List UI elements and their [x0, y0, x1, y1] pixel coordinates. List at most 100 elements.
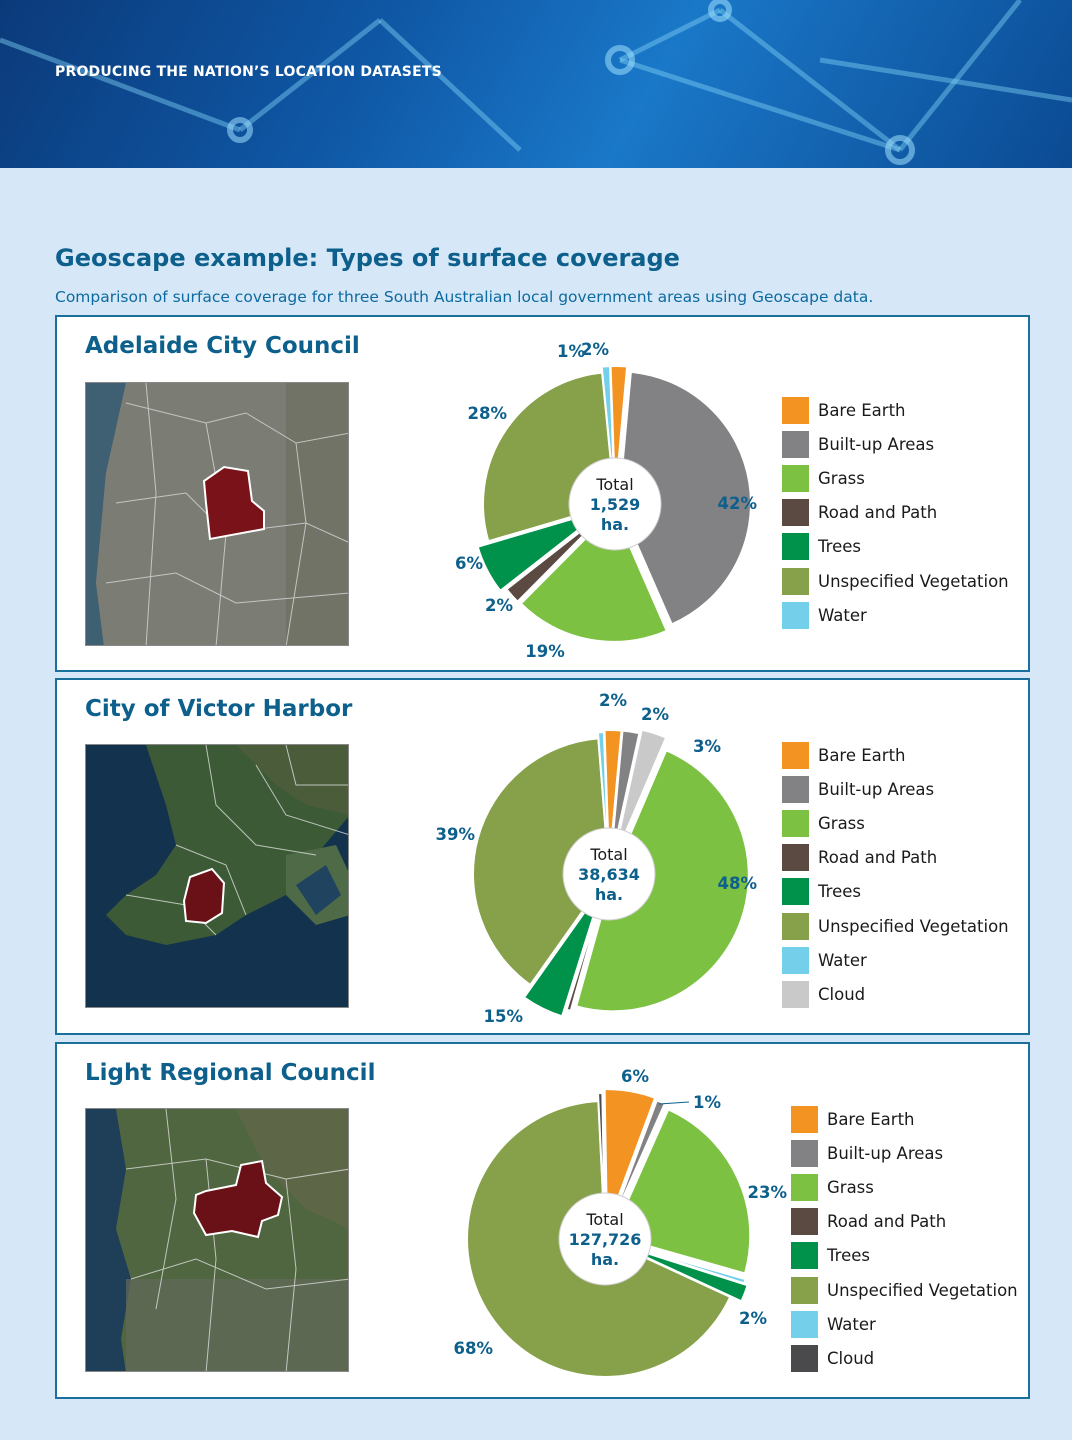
pct-label-grass: 48% [718, 874, 758, 893]
legend-item-unspecified-vegetation: Unspecified Vegetation [782, 909, 1009, 943]
legend-item-bare-earth: Bare Earth [782, 393, 1009, 427]
total-value: 1,529 [590, 495, 641, 514]
pct-label-water: 1% [557, 342, 585, 361]
donut-center [562, 827, 656, 921]
legend-swatch [782, 741, 809, 769]
legend-item-built-up-areas: Built-up Areas [782, 772, 1009, 806]
legend-label: Water [818, 605, 867, 625]
leader-line [658, 1101, 690, 1105]
legend-swatch [782, 430, 809, 458]
legend-swatch [782, 878, 809, 906]
panel-adelaide: Adelaide City Council Total 1,529 ha. 1% [55, 315, 1030, 672]
pie-chart-light-regional: Total 127,726 ha. 6% 1% 23% 2% 68% [454, 1067, 788, 1378]
legend-item-bare-earth: Bare Earth [782, 738, 1009, 772]
panel-light-regional: Light Regional Council Total 127,726 ha.… [55, 1042, 1030, 1399]
legend-label: Water [818, 950, 867, 970]
slice-built-up-areas [617, 370, 752, 626]
pct-label-trees: 2% [739, 1309, 767, 1328]
legend-swatch [791, 1344, 818, 1372]
slice-bare-earth [603, 1088, 657, 1228]
legend-label: Bare Earth [827, 1109, 915, 1129]
pct-label-bare-earth: 2% [599, 691, 627, 710]
legend-label: Built-up Areas [827, 1143, 944, 1163]
legend-item-water: Water [791, 1307, 1018, 1341]
legend-swatch [782, 946, 809, 974]
legend-label: Grass [818, 813, 865, 833]
pct-labels: 6% 1% 23% 2% 68% [454, 1067, 788, 1358]
satellite-map-image [86, 1109, 348, 1371]
legend-item-road-and-path: Road and Path [782, 496, 1009, 530]
total-unit: ha. [601, 515, 629, 534]
slice-grass [519, 508, 669, 643]
map-victor-harbor [85, 744, 349, 1008]
page-title: Geoscape example: Types of surface cover… [55, 244, 680, 272]
total-value: 38,634 [578, 865, 640, 884]
legend-item-trees: Trees [791, 1239, 1018, 1273]
legend-item-grass: Grass [782, 461, 1009, 495]
legend-swatch [791, 1208, 818, 1236]
pct-labels: 1% 2% 42% 19% 2% 6% 28% [455, 340, 757, 661]
legend-item-trees: Trees [782, 530, 1009, 564]
legend-swatch [782, 396, 809, 424]
legend-label: Road and Path [818, 848, 938, 868]
total-label: Total [589, 845, 627, 864]
pct-label-built-up: 1% [693, 1093, 721, 1112]
legend-adelaide: Bare Earth Built-up Areas Grass Road and Pa… [782, 393, 1009, 632]
legend-label: Grass [827, 1177, 874, 1197]
legend-swatch [782, 601, 809, 629]
slice-grass [574, 748, 750, 1013]
pct-label-bare-earth: 6% [621, 1067, 649, 1086]
legend-label: Cloud [818, 984, 866, 1004]
banner-title: PRODUCING THE NATION’S LOCATION DATASETS [55, 64, 442, 80]
legend-swatch [782, 912, 809, 940]
slice-trees [522, 885, 604, 1018]
slice-unspecified-vegetation [472, 737, 611, 987]
legend-label: Road and Path [818, 503, 938, 523]
slice-trees [476, 508, 605, 593]
map-light-regional [85, 1108, 349, 1372]
legend-label: Trees [818, 882, 861, 902]
legend-label: Grass [818, 468, 865, 488]
panel-title: City of Victor Harbor [85, 696, 353, 722]
legend-swatch [782, 809, 809, 837]
satellite-map-image [86, 745, 348, 1007]
legend-label: Trees [818, 537, 861, 557]
pct-label-built-up: 2% [641, 705, 669, 724]
pct-label-unspecified: 39% [436, 825, 476, 844]
legend-item-unspecified-vegetation: Unspecified Vegetation [782, 564, 1009, 598]
network-pattern [0, 0, 1072, 165]
legend-swatch [782, 499, 809, 527]
donut-center [558, 1192, 652, 1286]
legend-swatch [782, 775, 809, 803]
legend-label: Built-up Areas [818, 779, 935, 799]
legend-item-grass: Grass [782, 806, 1009, 840]
total-unit: ha. [595, 885, 623, 904]
legend-swatch [791, 1139, 818, 1167]
legend-label: Bare Earth [818, 400, 906, 420]
pct-label-road: 2% [485, 596, 513, 615]
slice-trees [615, 1242, 749, 1303]
legend-swatch [791, 1242, 818, 1270]
slice-cloud [611, 728, 668, 863]
legend-item-cloud: Cloud [782, 977, 1009, 1011]
total-label: Total [595, 475, 633, 494]
legend-item-bare-earth: Bare Earth [791, 1102, 1018, 1136]
map-adelaide [85, 382, 349, 646]
pct-labels: 2% 2% 3% 48% 15% 39% [436, 691, 758, 1026]
legend-label: Unspecified Vegetation [818, 571, 1009, 591]
legend-victor-harbor: Bare Earth Built-up Areas Grass Road and Pa… [782, 738, 1009, 1012]
pct-label-grass: 23% [748, 1183, 788, 1202]
legend-label: Water [827, 1314, 876, 1334]
header-banner: PRODUCING THE NATION’S LOCATION DATASETS [0, 0, 1072, 168]
total-unit: ha. [591, 1250, 619, 1269]
legend-label: Built-up Areas [818, 434, 935, 454]
legend-light-regional: Bare Earth Built-up Areas Grass Road and Pa… [791, 1102, 1018, 1376]
panel-title: Light Regional Council [85, 1060, 376, 1086]
pie-chart-victor-harbor: Total 38,634 ha. 2% 2% 3% 48% 15% 39% [436, 691, 758, 1026]
legend-swatch [791, 1310, 818, 1338]
satellite-map-image [86, 383, 348, 645]
legend-item-road-and-path: Road and Path [791, 1205, 1018, 1239]
pct-label-unspecified: 68% [454, 1339, 494, 1358]
legend-swatch [782, 533, 809, 561]
total-value: 127,726 [569, 1230, 642, 1249]
